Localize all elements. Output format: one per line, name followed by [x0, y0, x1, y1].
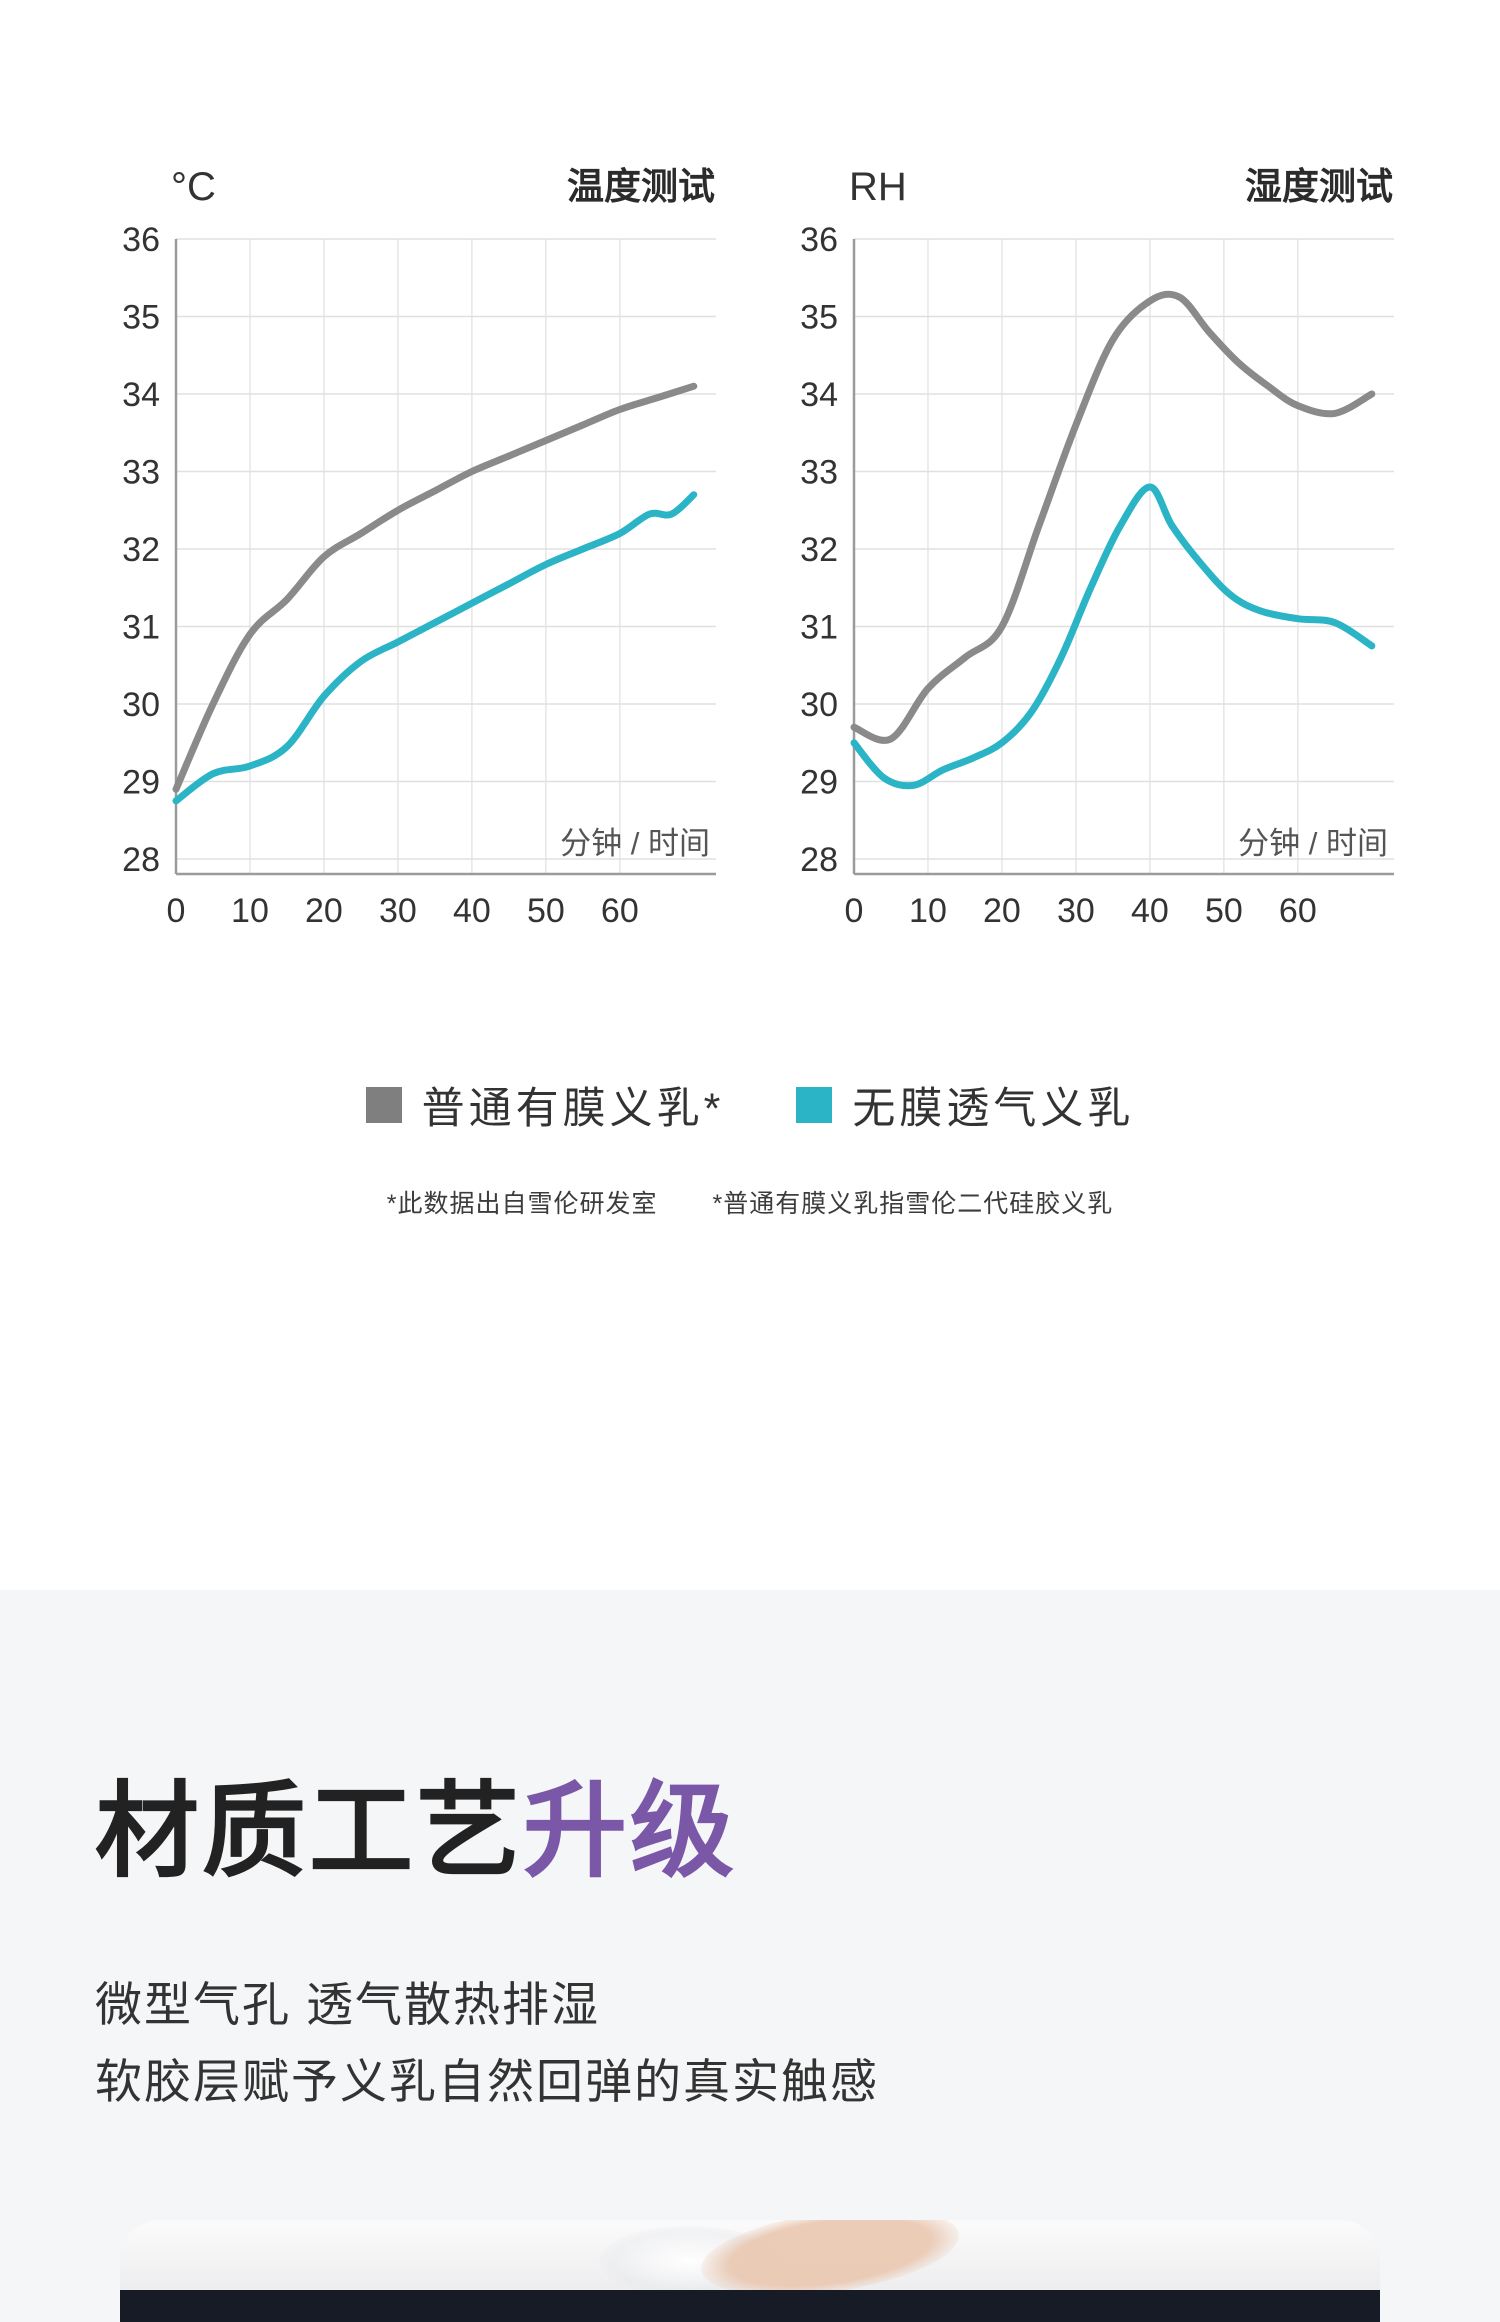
svg-text:34: 34 [122, 376, 160, 414]
svg-text:35: 35 [800, 299, 838, 337]
svg-text:20: 20 [983, 892, 1021, 930]
subtitle-line-1: 微型气孔 透气散热排湿 [95, 1978, 601, 2032]
section-title: 材质工艺升级 [95, 1775, 1405, 1889]
humidity-chart-header: RH 湿度测试 [779, 160, 1399, 214]
svg-text:31: 31 [122, 609, 160, 647]
svg-text:28: 28 [800, 841, 838, 879]
photo-dark-area [120, 2290, 1380, 2322]
product-photo [120, 2220, 1380, 2322]
svg-text:35: 35 [122, 299, 160, 337]
section-title-accent: 升级 [523, 1774, 738, 1890]
svg-text:36: 36 [122, 221, 160, 259]
temperature-unit-label: °C [171, 165, 216, 209]
svg-text:32: 32 [122, 531, 160, 569]
legend-item-membrane: 普通有膜义乳* [365, 1074, 725, 1136]
temperature-chart: °C 温度测试 36 35 34 33 32 31 30 29 28 0 10 20 30 40 50 60 分… [101, 160, 721, 959]
svg-text:30: 30 [1057, 892, 1095, 930]
footnote-product-note: *普通有膜义乳指雪伦二代硅胶义乳 [712, 1190, 1114, 1218]
svg-text:10: 10 [231, 892, 269, 930]
legend-swatch-teal [796, 1087, 833, 1123]
svg-text:30: 30 [379, 892, 417, 930]
humidity-chart-title: 湿度测试 [1245, 166, 1393, 207]
legend-swatch-gray [365, 1087, 402, 1123]
footnote-data-source: *此数据出自雪伦研发室 [386, 1190, 658, 1218]
svg-text:33: 33 [122, 454, 160, 492]
svg-text:20: 20 [305, 892, 343, 930]
svg-text:32: 32 [800, 531, 838, 569]
legend-item-membraneless: 无膜透气义乳 [796, 1074, 1134, 1136]
svg-text:60: 60 [1279, 892, 1317, 930]
svg-text:30: 30 [800, 686, 838, 724]
legend-label-membraneless: 无膜透气义乳 [852, 1085, 1135, 1133]
svg-text:34: 34 [800, 376, 838, 414]
humidity-plot: 36 35 34 33 32 31 30 29 280 10 20 30 40 50 60 分钟 / 时间 [800, 221, 1394, 930]
chart-legend: 普通有膜义乳* 无膜透气义乳 [0, 1074, 1500, 1136]
svg-text:29: 29 [122, 764, 160, 802]
subtitle-line-2: 软胶层赋予义乳自然回弹的真实触感 [95, 2054, 879, 2108]
svg-text:分钟 / 时间: 分钟 / 时间 [1238, 826, 1388, 861]
humidity-unit-label: RH [849, 165, 907, 209]
svg-text:40: 40 [453, 892, 491, 930]
footnotes: *此数据出自雪伦研发室 *普通有膜义乳指雪伦二代硅胶义乳 [0, 1184, 1500, 1220]
material-upgrade-section: 材质工艺升级 微型气孔 透气散热排湿 软胶层赋予义乳自然回弹的真实触感 [0, 1590, 1500, 2322]
section-title-main: 材质工艺 [95, 1774, 524, 1890]
svg-text:60: 60 [601, 892, 639, 930]
svg-text:40: 40 [1131, 892, 1169, 930]
svg-text:50: 50 [1205, 892, 1243, 930]
svg-text:50: 50 [527, 892, 565, 930]
svg-text:30: 30 [122, 686, 160, 724]
temperature-chart-header: °C 温度测试 [101, 160, 721, 214]
legend-label-membrane: 普通有膜义乳* [421, 1085, 725, 1133]
svg-text:36: 36 [800, 221, 838, 259]
temperature-plot: 36 35 34 33 32 31 30 29 280 10 20 30 40 50 60 分钟 / 时间 [122, 221, 716, 930]
svg-text:31: 31 [800, 609, 838, 647]
svg-text:28: 28 [122, 841, 160, 879]
svg-text:分钟 / 时间: 分钟 / 时间 [560, 826, 710, 861]
svg-text:29: 29 [800, 764, 838, 802]
svg-text:10: 10 [909, 892, 947, 930]
temperature-chart-title: 温度测试 [567, 166, 715, 207]
humidity-chart: RH 湿度测试 36 35 34 33 32 31 30 29 28 0 10 20 30 40 50 60 分… [779, 160, 1399, 959]
section-subtitle: 微型气孔 透气散热排湿 软胶层赋予义乳自然回弹的真实触感 [95, 1967, 1405, 2119]
svg-text:33: 33 [800, 454, 838, 492]
test-charts-panel: °C 温度测试 36 35 34 33 32 31 30 29 28 0 10 20 30 40 50 60 分… [0, 160, 1500, 1220]
svg-text:0: 0 [845, 892, 864, 930]
svg-text:0: 0 [167, 892, 186, 930]
charts-row: °C 温度测试 36 35 34 33 32 31 30 29 28 0 10 20 30 40 50 60 分… [0, 160, 1500, 959]
